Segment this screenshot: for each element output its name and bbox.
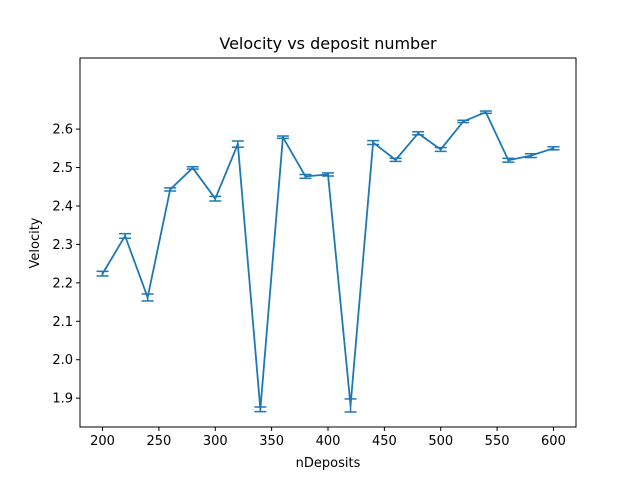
y-axis: 1.9 2.0 2.1 2.2 2.3 2.4 2.5 2.6 — [52, 123, 80, 407]
series-line — [101, 111, 554, 411]
x-axis-label: nDeposits — [296, 456, 361, 471]
data-point — [394, 158, 397, 161]
data-point — [191, 166, 194, 169]
data-point — [507, 159, 510, 162]
x-tick-label: 450 — [372, 434, 397, 449]
axes-frame — [79, 57, 577, 428]
x-tick-label: 350 — [259, 434, 284, 449]
y-tick-label: 2.0 — [52, 353, 73, 368]
x-axis: 200 250 300 350 400 450 500 550 600 — [90, 427, 566, 449]
x-tick-label: 300 — [203, 434, 228, 449]
data-point — [439, 148, 442, 151]
x-tick-label: 250 — [146, 434, 171, 449]
data-point — [146, 296, 149, 299]
y-tick-label: 2.4 — [52, 199, 73, 214]
x-tick-label: 550 — [485, 434, 510, 449]
y-tick-label: 2.6 — [52, 123, 73, 138]
data-point — [484, 111, 487, 114]
data-point — [124, 234, 127, 237]
y-axis-label: Velocity — [28, 217, 43, 268]
chart-title: Velocity vs deposit number — [219, 34, 437, 53]
x-tick-label: 600 — [541, 434, 566, 449]
data-point — [417, 132, 420, 135]
data-point — [349, 404, 352, 407]
data-point — [552, 147, 555, 150]
data-point — [259, 408, 262, 411]
plot-area — [96, 110, 560, 413]
x-tick-label: 500 — [428, 434, 453, 449]
y-tick-label: 2.1 — [52, 315, 73, 330]
y-tick-label: 2.3 — [52, 238, 73, 253]
data-point — [281, 136, 284, 139]
y-tick-label: 1.9 — [52, 392, 73, 407]
data-point — [169, 188, 172, 191]
data-point — [372, 141, 375, 144]
y-tick-label: 2.2 — [52, 276, 73, 291]
data-point — [327, 173, 329, 176]
x-tick-label: 200 — [90, 434, 115, 449]
y-tick-label: 2.5 — [52, 161, 73, 176]
data-point — [529, 154, 532, 157]
data-point — [236, 143, 239, 146]
data-point — [462, 120, 465, 123]
data-point — [304, 175, 307, 178]
data-point — [101, 272, 104, 275]
x-tick-label: 400 — [316, 434, 341, 449]
data-point — [214, 197, 217, 200]
